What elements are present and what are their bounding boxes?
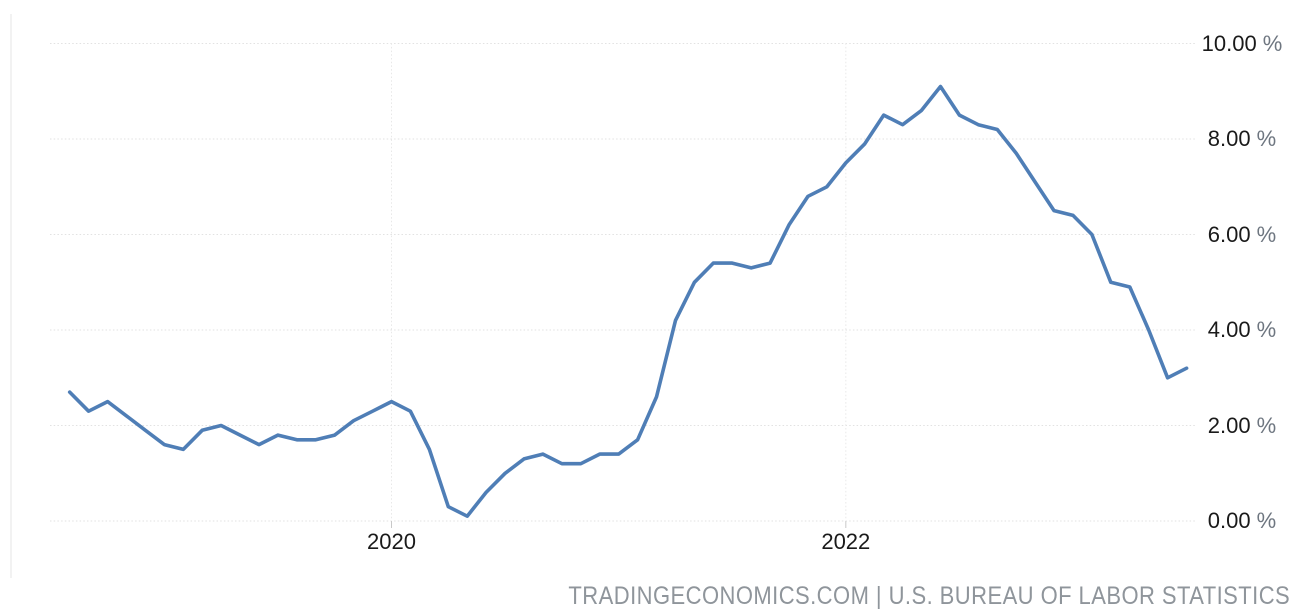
y-axis-tick-label: 6.00 %: [1192, 221, 1292, 247]
y-axis-tick-unit: %: [1256, 30, 1283, 56]
x-axis-tick-label: 2020: [367, 529, 416, 554]
y-axis-tick-label: 4.00 %: [1192, 318, 1292, 342]
y-axis-tick-unit: %: [1250, 508, 1277, 533]
chart-attribution: TRADINGECONOMICS.COM | U.S. BUREAU OF LA…: [568, 582, 1290, 610]
y-axis-tick-unit: %: [1250, 221, 1277, 247]
y-axis-tick-unit: %: [1250, 317, 1277, 342]
x-axis-tick-label: 2022: [821, 529, 871, 554]
y-axis-tick-unit: %: [1250, 412, 1277, 438]
y-axis-tick-label: 0.00 %: [1192, 509, 1292, 533]
page-edge-divider: [10, 14, 12, 578]
y-axis-tick-unit: %: [1250, 126, 1277, 151]
y-axis-tick-label: 10.00 %: [1192, 30, 1292, 56]
y-axis-tick-value: 8.00: [1207, 126, 1251, 151]
y-axis-tick-value: 0.00: [1207, 508, 1251, 533]
y-axis-tick-value: 2.00: [1207, 412, 1251, 438]
y-axis-tick-value: 4.00: [1207, 317, 1251, 342]
y-axis-tick-value: 10.00: [1201, 30, 1257, 56]
y-axis-tick-label: 8.00 %: [1192, 127, 1292, 151]
y-axis-tick-label: 2.00 %: [1192, 412, 1292, 438]
inflation-line-series[interactable]: [67, 84, 1189, 519]
y-axis-tick-value: 6.00: [1207, 221, 1251, 247]
